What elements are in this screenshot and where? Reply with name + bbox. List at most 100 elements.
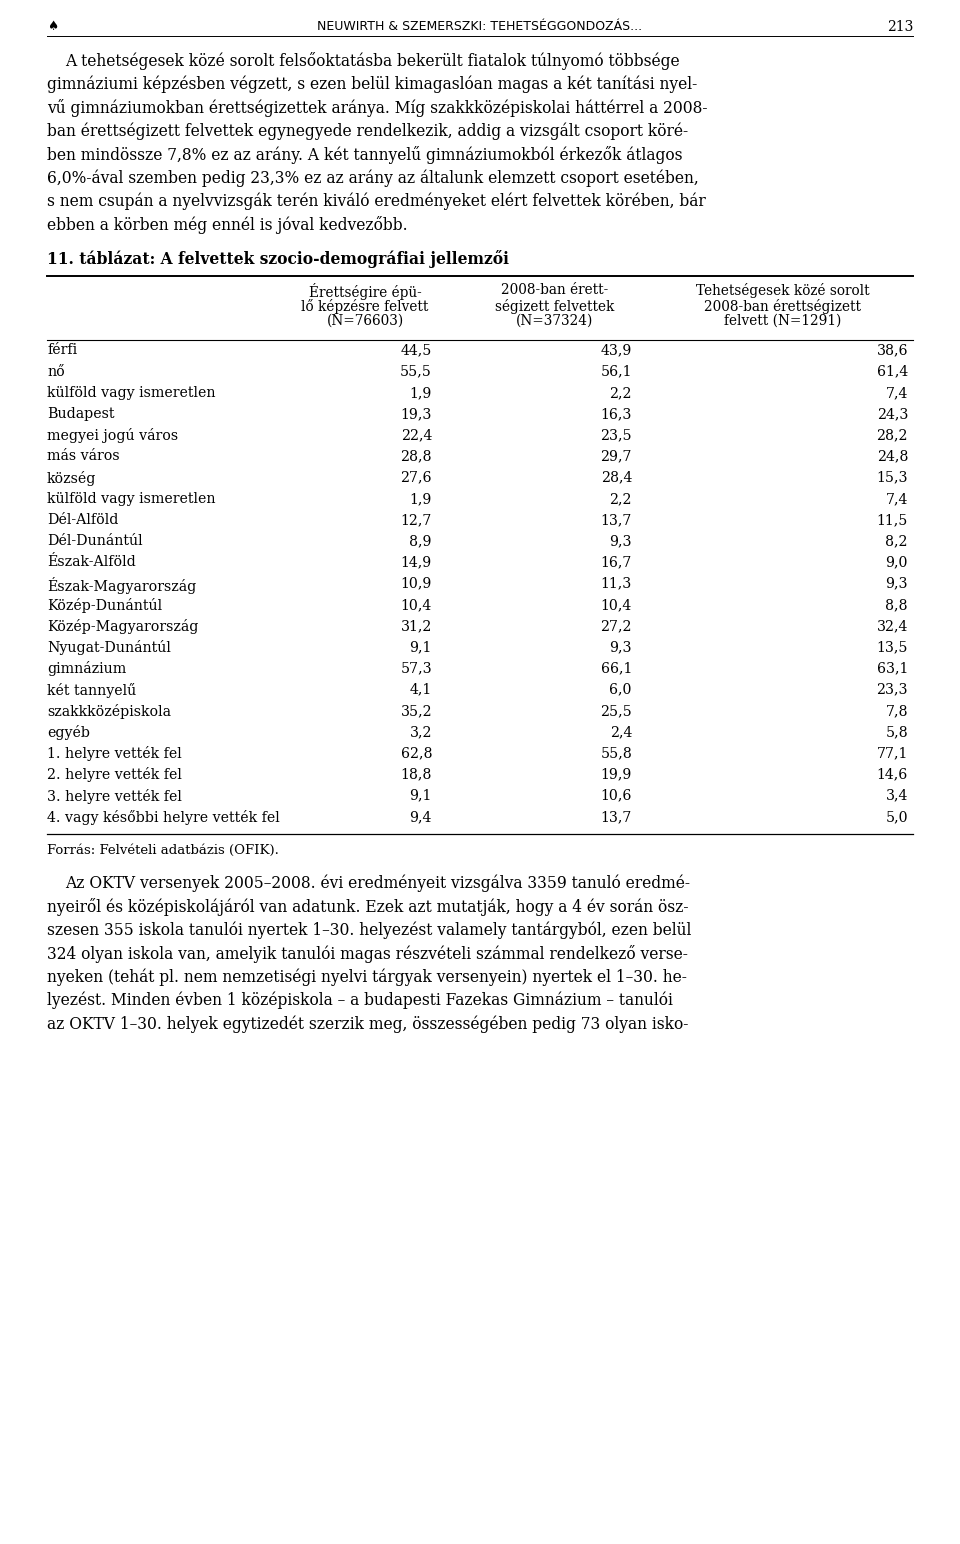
Text: 10,6: 10,6 [601, 789, 632, 803]
Text: felvett (N=1291): felvett (N=1291) [724, 313, 842, 327]
Text: 2,2: 2,2 [610, 493, 632, 506]
Text: nyeken (tehát pl. nem nemzetiségi nyelvi tárgyak versenyein) nyertek el 1–30. he: nyeken (tehát pl. nem nemzetiségi nyelvi… [47, 968, 686, 985]
Text: 2008-ban érettségizett: 2008-ban érettségizett [705, 298, 861, 313]
Text: s nem csupán a nyelvvizsgák terén kiváló eredményeket elért felvettek körében, b: s nem csupán a nyelvvizsgák terén kiváló… [47, 193, 706, 210]
Text: Érettségire épü-: Érettségire épü- [308, 283, 421, 300]
Text: 4. vagy későbbi helyre vették fel: 4. vagy későbbi helyre vették fel [47, 811, 279, 824]
Text: 14,6: 14,6 [876, 767, 908, 781]
Text: 31,2: 31,2 [400, 619, 432, 633]
Text: 43,9: 43,9 [601, 343, 632, 358]
Text: 55,8: 55,8 [600, 746, 632, 760]
Text: szesen 355 iskola tanulói nyertek 1–30. helyezést valamely tantárgyból, ezen bel: szesen 355 iskola tanulói nyertek 1–30. … [47, 922, 691, 939]
Text: Közép-Dunántúl: Közép-Dunántúl [47, 598, 162, 613]
Text: Tehetségesek közé sorolt: Tehetségesek közé sorolt [696, 283, 870, 298]
Text: 13,7: 13,7 [601, 513, 632, 527]
Text: gimnáziumi képzésben végzett, s ezen belül kimagaslóan magas a két tanítási nyel: gimnáziumi képzésben végzett, s ezen bel… [47, 76, 697, 93]
Text: 25,5: 25,5 [600, 704, 632, 718]
Text: 62,8: 62,8 [400, 746, 432, 760]
Text: ben mindössze 7,8% ez az arány. A két tannyelű gimnáziumokból érkezők átlagos: ben mindössze 7,8% ez az arány. A két ta… [47, 147, 683, 164]
Text: lő képzésre felvett: lő képzésre felvett [301, 298, 429, 313]
Text: 6,0%-ával szemben pedig 23,3% ez az arány az általunk elemzett csoport esetében,: 6,0%-ával szemben pedig 23,3% ez az arán… [47, 170, 699, 187]
Text: 10,4: 10,4 [601, 598, 632, 611]
Text: 324 olyan iskola van, amelyik tanulói magas részvételi számmal rendelkező verse-: 324 olyan iskola van, amelyik tanulói ma… [47, 945, 688, 962]
Text: 6,0: 6,0 [610, 682, 632, 696]
Text: nő: nő [47, 364, 64, 378]
Text: 23,3: 23,3 [876, 682, 908, 696]
Text: 27,2: 27,2 [601, 619, 632, 633]
Text: 22,4: 22,4 [400, 428, 432, 442]
Text: 3. helyre vették fel: 3. helyre vették fel [47, 789, 181, 804]
Text: 77,1: 77,1 [876, 746, 908, 760]
Text: Észak-Alföld: Észak-Alföld [47, 556, 135, 570]
Text: ♠: ♠ [47, 20, 59, 32]
Text: 9,4: 9,4 [410, 811, 432, 824]
Text: Dél-Alföld: Dél-Alföld [47, 513, 118, 527]
Text: ebben a körben még ennél is jóval kedvezőbb.: ebben a körben még ennél is jóval kedvez… [47, 216, 408, 235]
Text: 56,1: 56,1 [601, 364, 632, 378]
Text: 2,4: 2,4 [610, 726, 632, 740]
Text: ban érettségizett felvettek egynegyede rendelkezik, addig a vizsgált csoport kör: ban érettségizett felvettek egynegyede r… [47, 122, 688, 141]
Text: 13,5: 13,5 [876, 641, 908, 655]
Text: 9,3: 9,3 [610, 641, 632, 655]
Text: 24,8: 24,8 [876, 449, 908, 463]
Text: Nyugat-Dunántúl: Nyugat-Dunántúl [47, 641, 171, 655]
Text: 63,1: 63,1 [876, 661, 908, 676]
Text: 9,0: 9,0 [885, 556, 908, 570]
Text: gimnázium: gimnázium [47, 661, 127, 676]
Text: Budapest: Budapest [47, 408, 114, 422]
Text: 27,6: 27,6 [400, 471, 432, 485]
Text: 3,4: 3,4 [886, 789, 908, 803]
Text: szakkközépiskola: szakkközépiskola [47, 704, 171, 720]
Text: 12,7: 12,7 [400, 513, 432, 527]
Text: 8,9: 8,9 [410, 534, 432, 548]
Text: férfi: férfi [47, 343, 77, 358]
Text: megyei jogú város: megyei jogú város [47, 428, 179, 443]
Text: külföld vagy ismeretlen: külföld vagy ismeretlen [47, 386, 215, 400]
Text: 28,2: 28,2 [876, 428, 908, 442]
Text: Az OKTV versenyek 2005–2008. évi eredményeit vizsgálva 3359 tanuló eredmé-: Az OKTV versenyek 2005–2008. évi eredmén… [65, 874, 690, 891]
Text: 14,9: 14,9 [400, 556, 432, 570]
Text: 18,8: 18,8 [400, 767, 432, 781]
Text: 13,7: 13,7 [601, 811, 632, 824]
Text: 24,3: 24,3 [876, 408, 908, 422]
Text: 8,8: 8,8 [885, 598, 908, 611]
Text: 5,8: 5,8 [885, 726, 908, 740]
Text: 38,6: 38,6 [876, 343, 908, 358]
Text: 8,2: 8,2 [885, 534, 908, 548]
Text: 9,1: 9,1 [410, 641, 432, 655]
Text: 66,1: 66,1 [601, 661, 632, 676]
Text: 11,3: 11,3 [601, 577, 632, 591]
Text: 10,4: 10,4 [400, 598, 432, 611]
Text: ségizett felvettek: ségizett felvettek [495, 298, 614, 313]
Text: Forrás: Felvételi adatbázis (OFIK).: Forrás: Felvételi adatbázis (OFIK). [47, 845, 278, 857]
Text: 9,1: 9,1 [410, 789, 432, 803]
Text: 1,9: 1,9 [410, 493, 432, 506]
Text: 32,4: 32,4 [876, 619, 908, 633]
Text: 7,4: 7,4 [886, 386, 908, 400]
Text: NEUWIRTH & SZEMERSZKI: TEHETSÉGGONDOZÁS...: NEUWIRTH & SZEMERSZKI: TEHETSÉGGONDOZÁS.… [318, 20, 642, 32]
Text: 7,4: 7,4 [886, 493, 908, 506]
Text: 10,9: 10,9 [400, 577, 432, 591]
Text: 1. helyre vették fel: 1. helyre vették fel [47, 746, 181, 761]
Text: 11,5: 11,5 [876, 513, 908, 527]
Text: Észak-Magyarország: Észak-Magyarország [47, 577, 196, 594]
Text: 7,8: 7,8 [885, 704, 908, 718]
Text: az OKTV 1–30. helyek egytizedét szerzik meg, összességében pedig 73 olyan isko-: az OKTV 1–30. helyek egytizedét szerzik … [47, 1014, 688, 1033]
Text: 29,7: 29,7 [601, 449, 632, 463]
Text: 9,3: 9,3 [610, 534, 632, 548]
Text: vű gimnáziumokban érettségizettek aránya. Míg szakkközépiskolai háttérrel a 2008: vű gimnáziumokban érettségizettek aránya… [47, 99, 708, 117]
Text: 4,1: 4,1 [410, 682, 432, 696]
Text: (N=37324): (N=37324) [516, 313, 593, 327]
Text: lyezést. Minden évben 1 középiskola – a budapesti Fazekas Gimnázium – tanulói: lyezést. Minden évben 1 középiskola – a … [47, 991, 673, 1010]
Text: 57,3: 57,3 [400, 661, 432, 676]
Text: 16,3: 16,3 [601, 408, 632, 422]
Text: 19,3: 19,3 [400, 408, 432, 422]
Text: nyeiről és középiskolájáról van adatunk. Ezek azt mutatják, hogy a 4 év során ös: nyeiről és középiskolájáról van adatunk.… [47, 897, 688, 916]
Text: A tehetségesek közé sorolt felsőoktatásba bekerült fiatalok túlnyomó többsége: A tehetségesek közé sorolt felsőoktatásb… [65, 52, 680, 69]
Text: 2. helyre vették fel: 2. helyre vették fel [47, 767, 181, 783]
Text: 5,0: 5,0 [885, 811, 908, 824]
Text: (N=76603): (N=76603) [326, 313, 403, 327]
Text: más város: más város [47, 449, 120, 463]
Text: 2008-ban érett-: 2008-ban érett- [501, 283, 609, 296]
Text: 23,5: 23,5 [600, 428, 632, 442]
